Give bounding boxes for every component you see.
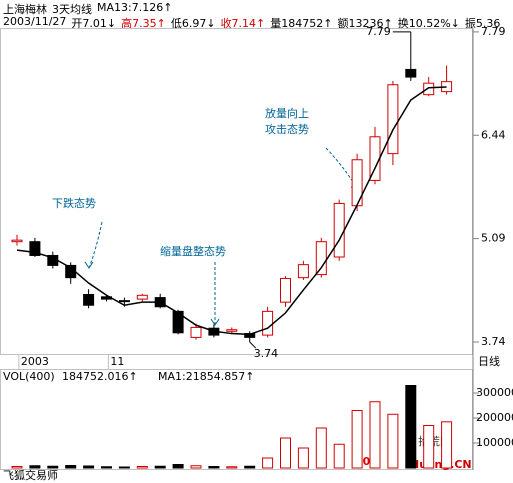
period-label: 日线 <box>478 354 500 368</box>
header-item: 3天均线 <box>52 3 92 16</box>
volume-bar <box>387 413 399 469</box>
volume-bar <box>172 464 184 469</box>
volume-panel <box>0 369 473 470</box>
low-leader <box>249 341 257 349</box>
volume-bar <box>333 443 345 469</box>
header-item: 上海梅林 <box>3 3 47 16</box>
watermark-site: Huang.CN <box>410 458 472 471</box>
annotation: 缩量盘整态势 <box>160 244 226 258</box>
arrow-head <box>84 261 94 269</box>
volume-bar <box>405 385 417 469</box>
header-item: 振5.36 <box>464 17 501 30</box>
header-line: 上海梅林 3天均线 MA13:7.126↑ <box>3 1 172 17</box>
volume-bar <box>262 457 274 469</box>
header-item: 收7.14↑ <box>220 17 266 30</box>
volume-bar <box>351 410 363 469</box>
y-tick-label: 300000 <box>476 386 513 399</box>
volume-bar <box>423 425 435 469</box>
y-tick-label: 5.09 <box>481 232 506 245</box>
high-label: 7.79 <box>366 25 391 38</box>
volume-title: VOL(400) <box>3 370 55 383</box>
arrow-head <box>210 318 220 326</box>
volume-ma: MA1:21854.857↑ <box>158 370 254 383</box>
y-tick-label: 3.74 <box>481 335 506 348</box>
header-item: 量184752↑ <box>270 17 333 30</box>
volume-last: 184752.016↑ <box>62 370 138 383</box>
annotation: 下跌态势 <box>52 196 96 210</box>
header-item: 高7.35↑ <box>121 17 166 30</box>
candle-body <box>333 202 345 258</box>
annotation: 攻击态势 <box>265 122 309 136</box>
candle-body <box>405 68 417 78</box>
header-line: 2003/11/27 开7.01↓ 高7.35↑ 低6.97↓ 收7.14↑ 量18475… <box>3 15 500 31</box>
volume-bar <box>244 465 256 469</box>
candle-body <box>172 310 184 334</box>
low-label: 3.74 <box>254 347 279 360</box>
y-tick-label: 100000 <box>476 436 513 449</box>
y-tick-label: 6.44 <box>481 128 506 141</box>
volume-bar <box>441 421 453 469</box>
candle-body <box>315 241 327 276</box>
volume-bar <box>208 466 220 469</box>
volume-bar <box>101 466 112 469</box>
header-item: 2003/11/27 <box>3 15 67 28</box>
volume-bar <box>11 466 23 469</box>
header-item: 开7.01↓ <box>71 17 117 30</box>
annotation: 放量向上 <box>265 106 309 120</box>
candle-body <box>423 82 435 96</box>
candle-body <box>297 264 309 279</box>
volume-bar <box>65 465 77 469</box>
candle-body <box>280 277 291 303</box>
x-tick-label: 11 <box>110 355 124 368</box>
price-panel <box>0 28 473 355</box>
header-item: 换10.52%↓ <box>397 17 460 30</box>
candle-body <box>83 294 95 306</box>
arrow <box>88 221 103 269</box>
volume-bar <box>369 401 381 469</box>
candle-body <box>226 329 238 332</box>
candle-body <box>387 84 399 155</box>
y-tick-label: 200000 <box>476 411 513 424</box>
footer: 飞狐交易师 <box>3 468 58 482</box>
arrow <box>325 147 359 191</box>
volume-bar <box>315 427 327 469</box>
header-item: 额13236↑ <box>337 17 393 30</box>
candle-body <box>118 300 130 303</box>
candle-body <box>262 310 274 336</box>
header-item: 低6.97↓ <box>170 17 216 30</box>
volume-bar <box>280 437 291 469</box>
volume-bar <box>297 447 309 469</box>
y-tick-label: 7.79 <box>481 25 506 38</box>
volume-bar <box>136 466 148 469</box>
volume-bar <box>47 465 59 469</box>
ma-line <box>16 86 447 336</box>
candle-body <box>190 326 202 338</box>
candle-body <box>136 294 148 300</box>
volume-bar <box>118 466 130 469</box>
volume-bar <box>190 465 202 469</box>
volume-bar <box>226 466 238 469</box>
candle-body <box>29 241 41 256</box>
volume-bar <box>83 465 95 469</box>
candle-body <box>11 239 23 243</box>
volume-bar <box>29 465 41 469</box>
volume-bar <box>154 465 166 469</box>
x-tick-label: 2003 <box>21 355 49 368</box>
header-item: MA13:7.126↑ <box>97 1 173 14</box>
